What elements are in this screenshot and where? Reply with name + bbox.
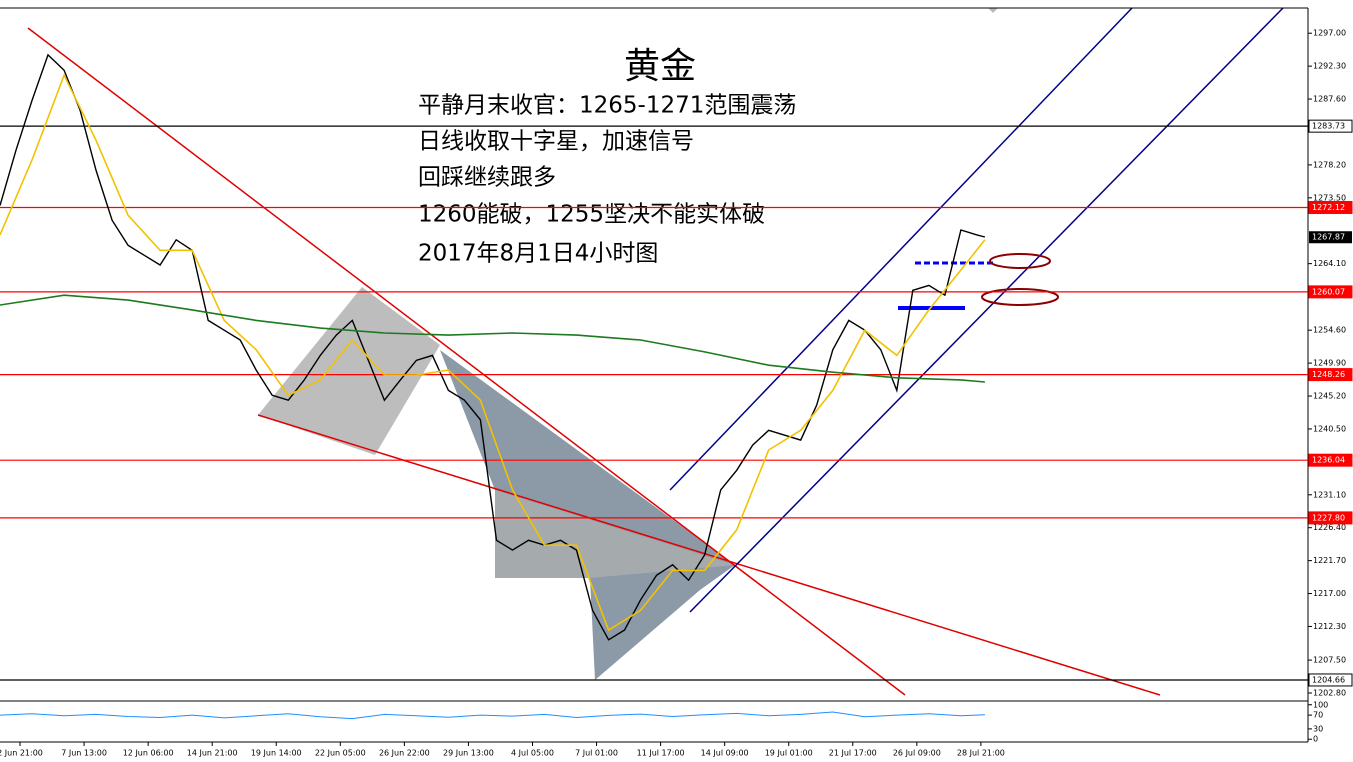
y-tick-label: 1297.00 [1313, 29, 1346, 38]
channel-line [669, 7, 1133, 491]
x-tick-label: 2 Jun 21:00 [0, 749, 43, 758]
ellipse-mark [981, 288, 1059, 306]
level-label-box [1308, 119, 1353, 133]
x-tick-label: 26 Jul 09:00 [893, 749, 941, 758]
y-tick-label: 1264.10 [1313, 259, 1346, 268]
drawings [27, 7, 1284, 696]
level-label-box [1308, 453, 1353, 467]
y-tick-label: 1212.30 [1313, 622, 1346, 631]
y-tick-label: 30 [1313, 724, 1323, 733]
trend-line [257, 414, 1161, 696]
y-tick-label: 1249.90 [1313, 359, 1346, 368]
y-tick-label: 0 [1313, 735, 1318, 744]
level-label: 1204.66 [1312, 675, 1345, 684]
x-tick-label: 7 Jul 01:00 [575, 749, 618, 758]
channel-line [689, 7, 1284, 613]
series-line [0, 73, 986, 632]
x-tick-label: 29 Jun 13:00 [443, 749, 494, 758]
y-tick-label: 1254.60 [1313, 326, 1346, 335]
shaded-triangle [495, 490, 735, 578]
annotation: 平静月末收官：1265-1271范围震荡 [418, 93, 796, 119]
x-tick-label: 26 Jun 22:00 [379, 749, 430, 758]
y-tick-label: 1245.20 [1313, 392, 1346, 401]
y-tick-label: 1240.50 [1313, 424, 1346, 433]
y-tick-label: 1231.10 [1313, 490, 1346, 499]
y-tick-label: 1217.00 [1313, 589, 1346, 598]
level-label: 1260.07 [1312, 287, 1345, 296]
level-label-box [1308, 200, 1353, 214]
x-tick-label: 22 Jun 05:00 [315, 749, 366, 758]
y-tick-label: 70 [1313, 711, 1323, 720]
series-line [0, 53, 986, 641]
trend-line [27, 27, 906, 696]
x-tick-label: 14 Jul 09:00 [701, 749, 749, 758]
level-label-box [1308, 673, 1353, 687]
level-label-box [1308, 511, 1353, 525]
annotation: 回踩继续跟多 [418, 165, 556, 191]
series-line [0, 711, 985, 720]
x-tick-label: 11 Jul 17:00 [637, 749, 685, 758]
x-tick-label: 19 Jul 01:00 [765, 749, 813, 758]
level-label-box [1308, 368, 1353, 382]
annotation: 日线收取十字星，加速信号 [418, 129, 694, 155]
x-tick-label: 28 Jul 21:00 [957, 749, 1005, 758]
chart-title: 黄金 [624, 46, 696, 87]
x-tick-label: 7 Jun 13:00 [61, 749, 107, 758]
y-tick-label: 100 [1313, 700, 1328, 709]
shaded-triangle [440, 350, 735, 680]
annotation: 2017年8月1日4小时图 [418, 241, 658, 267]
level-label: 1236.04 [1312, 456, 1345, 465]
shift-marker [988, 8, 998, 13]
x-tick-label: 19 Jun 14:00 [251, 749, 302, 758]
x-tick-label: 12 Jun 06:00 [123, 749, 174, 758]
y-tick-label: 1287.60 [1313, 95, 1346, 104]
y-tick-label: 1221.70 [1313, 556, 1346, 565]
y-tick-label: 1278.20 [1313, 160, 1346, 169]
x-tick-label: 4 Jul 05:00 [511, 749, 554, 758]
level-label: 1283.73 [1312, 122, 1345, 131]
y-tick-label: 1207.50 [1313, 656, 1346, 665]
x-tick-label: 21 Jul 17:00 [829, 749, 877, 758]
annotation: 1260能破，1255坚决不能实体破 [418, 202, 765, 228]
level-label-box [1308, 285, 1353, 299]
y-tick-label: 1202.80 [1313, 688, 1346, 697]
x-tick-label: 14 Jun 21:00 [187, 749, 238, 758]
last-price-label: 1267.87 [1312, 233, 1345, 242]
series-line [0, 294, 985, 383]
shaded-triangle [258, 287, 440, 455]
y-tick-label: 1292.30 [1313, 62, 1346, 71]
y-tick-label: 1273.50 [1313, 193, 1346, 202]
last-price-box [1309, 231, 1352, 244]
level-label: 1227.80 [1312, 513, 1345, 522]
ellipse-mark [989, 253, 1051, 269]
level-label: 1248.26 [1312, 370, 1345, 379]
y-tick-label: 1226.40 [1313, 523, 1346, 532]
level-label: 1272.12 [1312, 203, 1345, 212]
